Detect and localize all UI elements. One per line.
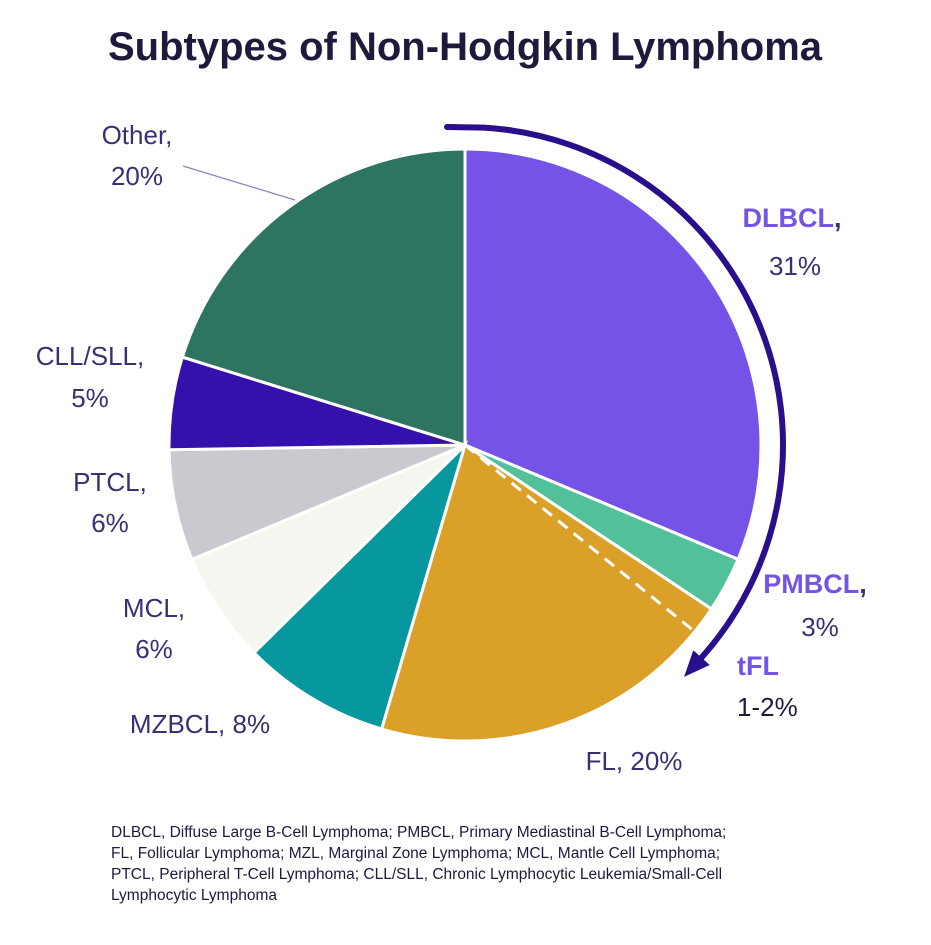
tfl-divider-line [464, 443, 695, 632]
arrow-head-icon [684, 650, 710, 677]
label-cll-sll-name: CLL/SLL [36, 341, 137, 371]
pie-slice-dlbcl [463, 147, 763, 562]
svg-text:PTCL,: PTCL, [73, 467, 147, 497]
label-pmbcl-value: 3% [801, 612, 839, 642]
label-ptcl: PTCL, 6% [73, 467, 147, 538]
label-mcl: MCL, 6% [123, 593, 185, 664]
pie-slice-other [180, 147, 467, 448]
label-pmbcl: PMBCL, 3% [763, 569, 867, 642]
abbreviations-footnote: DLBCL, Diffuse Large B-Cell Lymphoma; PM… [111, 822, 911, 906]
other-leader-line [182, 165, 296, 201]
footnote-line: FL, Follicular Lymphoma; MZL, Marginal Z… [111, 845, 721, 862]
label-other-value: 20% [111, 161, 163, 191]
label-cll-sll-value: 5% [71, 383, 109, 413]
label-pmbcl-name: PMBCL [763, 569, 859, 599]
label-ptcl-name: PTCL [73, 467, 139, 497]
svg-text:CLL/SLL,: CLL/SLL, [36, 341, 144, 371]
chart-title: Subtypes of Non-Hodgkin Lymphoma [108, 25, 823, 69]
pie-slice-mzbcl [251, 439, 469, 731]
pie-slices [167, 147, 763, 743]
label-other: Other, 20% [102, 120, 173, 191]
label-ptcl-value: 6% [91, 508, 129, 538]
footnote-line: PTCL, Peripheral T-Cell Lymphoma; CLL/SL… [111, 866, 723, 883]
label-mzbcl: MZBCL, 8% [130, 709, 270, 739]
svg-text:MCL,: MCL, [123, 593, 185, 623]
label-mcl-value: 6% [135, 634, 173, 664]
label-other-name: Other [102, 120, 167, 150]
curved-arrow-icon [444, 124, 786, 661]
svg-text:Other,: Other, [102, 120, 173, 150]
label-tfl: tFL 1-2% [737, 651, 798, 722]
svg-text:PMBCL,: PMBCL, [763, 569, 867, 599]
label-tfl-name: tFL [737, 651, 779, 681]
label-dlbcl-value: 31% [769, 251, 821, 281]
pie-slice-fl [379, 442, 714, 743]
label-dlbcl-name: DLBCL [743, 203, 834, 233]
label-tfl-value: 1-2% [737, 692, 798, 722]
svg-text:DLBCL,: DLBCL, [743, 203, 842, 233]
label-fl: FL, 20% [586, 746, 683, 776]
footnote-line: DLBCL, Diffuse Large B-Cell Lymphoma; PM… [111, 824, 727, 841]
label-mcl-name: MCL [123, 593, 178, 623]
footnote-line: Lymphocytic Lymphoma [111, 887, 277, 904]
label-dlbcl: DLBCL, 31% [743, 203, 842, 281]
label-cll-sll: CLL/SLL, 5% [36, 341, 144, 413]
